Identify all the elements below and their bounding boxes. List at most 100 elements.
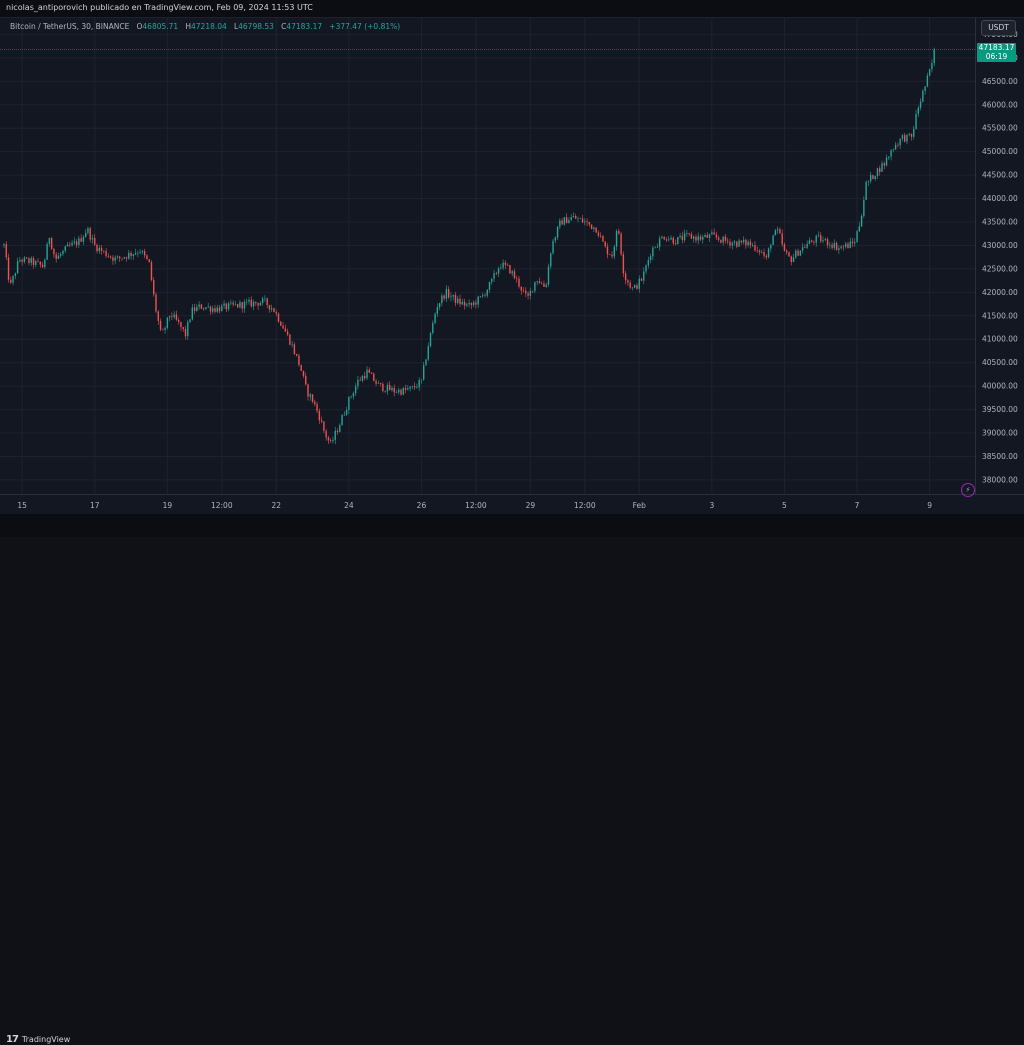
candle-body — [906, 134, 908, 142]
candle-body — [341, 415, 343, 426]
change-value: +377.47 (+0.81%) — [329, 22, 401, 31]
candle-body — [402, 388, 404, 395]
candle-body — [563, 217, 566, 225]
currency-button[interactable]: USDT — [981, 20, 1016, 36]
publisher-line: nicolas_antiporovich publicado en Tradin… — [6, 3, 313, 12]
candle-body — [153, 280, 155, 295]
candle-body — [293, 344, 296, 355]
candle-body — [924, 86, 926, 92]
candle-body — [243, 301, 246, 309]
candle-body — [148, 259, 150, 263]
candle-body — [393, 387, 395, 393]
candle-body — [404, 388, 407, 390]
candle-body — [479, 296, 482, 297]
candle-body — [593, 227, 595, 229]
candle-body — [860, 215, 863, 227]
candle-body — [103, 250, 105, 252]
chart-pane[interactable] — [0, 18, 976, 494]
candle-body — [511, 271, 513, 274]
candle-body — [717, 237, 720, 240]
candle-body — [50, 238, 53, 249]
y-tick-label: 45000.00 — [982, 147, 1018, 156]
candle-body — [543, 283, 545, 287]
candle-body — [702, 236, 704, 240]
candle-body — [25, 257, 28, 259]
candle-body — [450, 296, 452, 298]
candle-body — [55, 254, 57, 259]
candle-body — [624, 273, 627, 281]
candle-body — [806, 243, 808, 248]
candle-body — [425, 359, 427, 366]
candle-body — [284, 328, 287, 332]
candle-body — [236, 304, 239, 308]
candle-body — [411, 386, 414, 387]
candle-body — [187, 322, 189, 337]
candle-body — [395, 392, 398, 393]
candle-body — [715, 234, 718, 238]
candle-body — [14, 273, 17, 276]
candle-body — [441, 295, 443, 304]
y-tick-label: 39500.00 — [982, 405, 1018, 414]
candle-body — [184, 329, 187, 337]
candle-body — [257, 303, 259, 306]
candle-body — [350, 396, 352, 398]
candle-body — [894, 144, 897, 150]
candle-body — [19, 259, 21, 262]
candle-body — [847, 243, 849, 249]
candle-body — [879, 168, 881, 172]
candle-body — [518, 278, 520, 287]
candle-body — [114, 257, 116, 261]
time-scale[interactable] — [0, 494, 1024, 515]
candle-body — [94, 237, 96, 245]
candle-body — [468, 302, 470, 305]
price-scale[interactable] — [976, 18, 1024, 494]
candle-body — [854, 242, 856, 244]
candlestick-chart: 38000.00 38500.00 39000.00 39500.00 40000.00… — [0, 18, 1018, 510]
x-tick-label: 7 — [855, 501, 860, 510]
candle-body — [32, 258, 35, 265]
candle-body — [763, 252, 765, 256]
candle-body — [375, 380, 377, 384]
candle-body — [888, 156, 890, 158]
candle-body — [391, 387, 393, 391]
candle-body — [497, 268, 500, 274]
candle-body — [892, 149, 895, 151]
candle-body — [332, 440, 334, 442]
candle-body — [373, 373, 375, 381]
candle-body — [559, 220, 561, 227]
tradingview-logo[interactable]: 17 TradingView — [6, 1034, 70, 1045]
candle-body — [531, 290, 534, 292]
candle-body — [266, 298, 268, 306]
candle-body — [413, 386, 416, 388]
candle-body — [137, 253, 139, 254]
candle-body — [797, 250, 799, 256]
candle-body — [831, 244, 833, 248]
candle-body — [248, 299, 250, 302]
candle-body — [436, 307, 439, 314]
candle-body — [849, 241, 851, 249]
candle-body — [264, 298, 266, 300]
x-tick-label: 15 — [17, 501, 27, 510]
candle-body — [325, 430, 327, 438]
x-tick-label: 9 — [927, 501, 932, 510]
candle-body — [96, 244, 98, 252]
candle-body — [189, 319, 191, 323]
lightning-icon[interactable]: ⚡ — [961, 483, 975, 497]
candle-body — [475, 302, 477, 305]
candle-body — [865, 181, 867, 201]
candle-body — [792, 257, 795, 262]
candle-body — [345, 409, 348, 415]
candle-body — [60, 253, 62, 256]
candle-body — [400, 389, 402, 395]
candle-body — [522, 290, 525, 292]
candle-body — [908, 133, 910, 135]
candle-body — [180, 321, 182, 328]
candle-body — [230, 302, 232, 304]
candle-body — [466, 304, 468, 306]
candle-body — [876, 168, 879, 177]
x-tick-label: Feb — [633, 501, 647, 510]
candle-body — [495, 273, 498, 274]
candle-body — [540, 283, 543, 284]
candle-body — [729, 241, 731, 246]
candle-body — [159, 320, 162, 330]
